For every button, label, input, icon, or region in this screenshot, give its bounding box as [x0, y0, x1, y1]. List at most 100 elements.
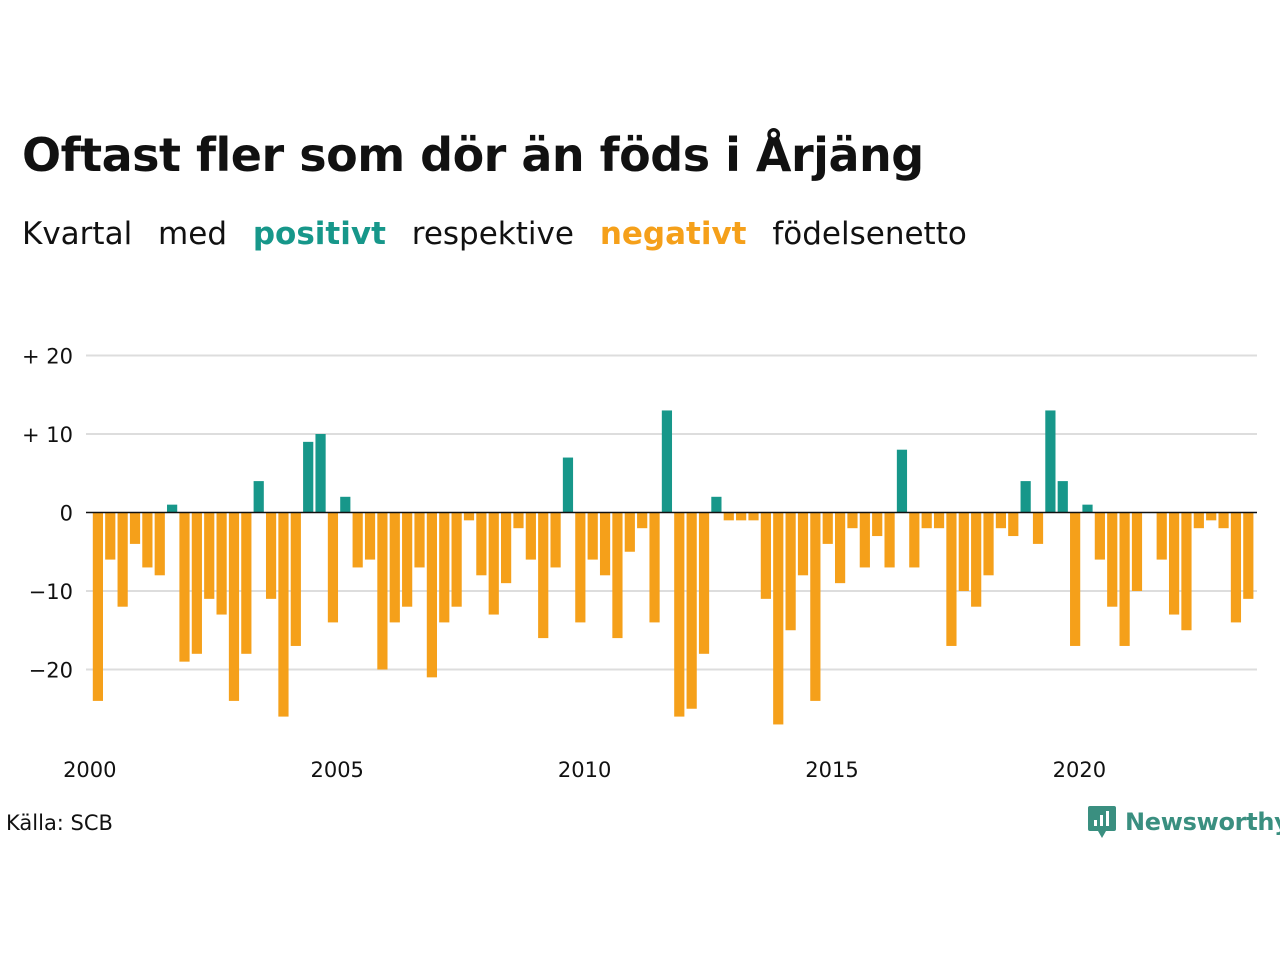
bar-negative — [674, 512, 685, 717]
source-note: Källa: SCB — [6, 811, 113, 835]
bar-negative — [1230, 512, 1242, 623]
bar-positive — [340, 496, 351, 513]
newsworthy-logo[interactable]: Newsworthy — [1087, 804, 1280, 840]
subtitle-text-respectively: respektive — [411, 216, 574, 252]
newsworthy-logo-text: Newsworthy — [1125, 808, 1280, 836]
y-tick-label: −10 — [29, 580, 73, 604]
bar-negative — [760, 512, 771, 599]
bar-negative — [624, 512, 635, 552]
bar-negative — [1119, 512, 1130, 646]
bar-chart: + 20 + 10 0 −10 −20 2000 2005 2010 2015 2020 — [22, 345, 1257, 782]
y-axis-ticks: + 20 + 10 0 −10 −20 — [22, 345, 73, 683]
bar-negative — [451, 512, 462, 607]
bar-positive — [315, 434, 326, 513]
bar-positive — [1020, 481, 1031, 513]
bar-negative — [933, 512, 945, 529]
bar-negative — [1131, 512, 1143, 591]
bar-negative — [290, 512, 301, 646]
bar-negative — [204, 512, 215, 599]
bar-negative — [129, 512, 141, 544]
bar-negative — [1243, 512, 1254, 599]
bar-negative — [538, 512, 549, 639]
bar-negative — [550, 512, 561, 568]
bar-negative — [909, 512, 920, 568]
bar-negative — [995, 512, 1007, 529]
subtitle-text-quarter: Kvartal — [22, 216, 133, 252]
x-axis-ticks: 2000 2005 2010 2015 2020 — [63, 758, 1106, 782]
bar-negative — [822, 512, 833, 544]
bar-negative — [92, 512, 103, 701]
bar-negative — [686, 512, 697, 709]
bar-negative — [810, 512, 821, 701]
subtitle-text-with: med — [158, 216, 227, 252]
bar-negative — [748, 512, 759, 521]
x-tick-label: 2000 — [63, 758, 116, 782]
bar-negative — [142, 512, 153, 568]
bar-positive — [253, 481, 264, 513]
bar-negative — [859, 512, 870, 568]
bar-negative — [884, 512, 895, 568]
bar-negative — [1168, 512, 1180, 615]
bar-positive — [896, 449, 908, 513]
bar-negative — [513, 512, 524, 529]
subtitle-text-birth-net: födelsenetto — [772, 216, 967, 252]
bar-negative — [402, 512, 413, 607]
bar-negative — [352, 512, 363, 568]
y-tick-label: 0 — [60, 502, 73, 526]
bar-negative — [389, 512, 400, 623]
x-tick-label: 2015 — [805, 758, 858, 782]
y-tick-label: + 10 — [22, 423, 73, 447]
bar-negative — [265, 512, 277, 599]
bar-negative — [847, 512, 858, 529]
bar-negative — [414, 512, 425, 568]
bars — [92, 410, 1254, 725]
bar-negative — [773, 512, 784, 725]
bar-negative — [575, 512, 586, 623]
bar-negative — [1156, 512, 1167, 560]
bar-negative — [971, 512, 982, 607]
chart-subtitle: Kvartal med positivt respektive negativt… — [22, 216, 983, 252]
y-tick-label: −20 — [29, 659, 73, 683]
bar-negative — [191, 512, 202, 654]
bar-negative — [1008, 512, 1019, 537]
bar-negative — [1107, 512, 1118, 607]
bar-negative — [723, 512, 734, 521]
bar-negative — [364, 512, 376, 560]
bar-negative — [1206, 512, 1217, 521]
subtitle-negative-word: negativt — [599, 216, 747, 252]
x-tick-label: 2010 — [558, 758, 611, 782]
bar-negative — [501, 512, 512, 584]
y-tick-label: + 20 — [22, 345, 73, 369]
bar-negative — [1094, 512, 1105, 560]
bar-negative — [835, 512, 846, 584]
bar-negative — [1070, 512, 1081, 646]
bar-negative — [439, 512, 450, 623]
bar-negative — [587, 512, 598, 560]
bar-negative — [1032, 512, 1044, 544]
bar-positive — [661, 410, 673, 513]
bar-negative — [946, 512, 957, 646]
bar-negative — [612, 512, 623, 639]
bar-negative — [736, 512, 747, 521]
bar-negative — [872, 512, 883, 537]
bar-positive — [1082, 504, 1093, 513]
bar-positive — [303, 441, 314, 513]
bar-negative — [426, 512, 437, 678]
bar-negative — [1193, 512, 1204, 529]
chart-title: Oftast fler som dör än föds i Årjäng — [22, 128, 924, 182]
bar-negative — [1181, 512, 1192, 631]
bar-negative — [958, 512, 969, 591]
bar-negative — [154, 512, 165, 576]
bar-negative — [637, 512, 648, 529]
bar-negative — [377, 512, 388, 670]
bar-negative — [698, 512, 710, 654]
bar-positive — [167, 504, 178, 513]
bar-negative — [105, 512, 116, 560]
bar-negative — [216, 512, 227, 615]
bar-negative — [983, 512, 994, 576]
bar-negative — [525, 512, 536, 560]
bar-negative — [785, 512, 796, 631]
bar-negative — [599, 512, 611, 576]
bar-negative — [228, 512, 240, 701]
bar-negative — [1218, 512, 1229, 529]
